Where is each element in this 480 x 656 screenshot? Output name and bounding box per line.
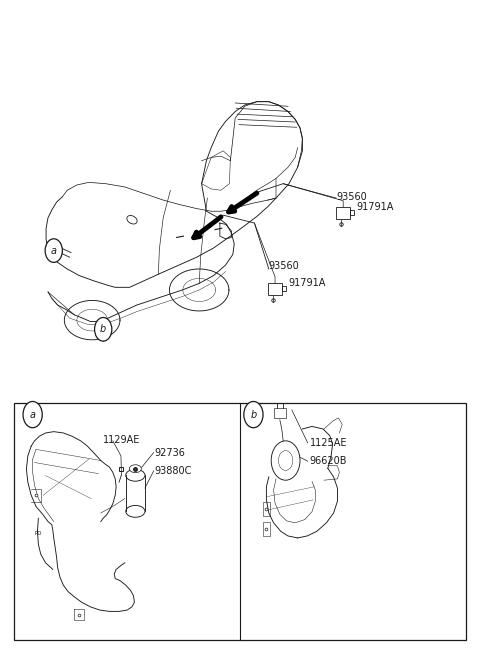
Bar — [263, 522, 270, 536]
Text: 92736: 92736 — [155, 447, 185, 458]
Bar — [268, 283, 282, 295]
Ellipse shape — [126, 470, 145, 482]
Text: 1125AE: 1125AE — [310, 438, 347, 448]
Text: 93880C: 93880C — [155, 466, 192, 476]
Circle shape — [271, 441, 300, 480]
Ellipse shape — [126, 505, 145, 517]
Text: 93560: 93560 — [269, 261, 300, 272]
Bar — [336, 207, 350, 219]
Text: b: b — [100, 324, 107, 335]
Circle shape — [95, 318, 112, 341]
Bar — [263, 502, 270, 516]
Bar — [274, 408, 286, 418]
Text: 91791A: 91791A — [288, 278, 325, 289]
Bar — [350, 210, 354, 215]
Text: PD: PD — [35, 531, 42, 536]
Text: 96620B: 96620B — [310, 456, 347, 466]
Text: a: a — [51, 245, 57, 256]
Circle shape — [45, 239, 62, 262]
Text: 1129AE: 1129AE — [103, 434, 141, 445]
Text: 91791A: 91791A — [356, 202, 394, 213]
Circle shape — [244, 401, 263, 428]
Bar — [14, 403, 466, 640]
Text: a: a — [30, 409, 36, 420]
Text: 93560: 93560 — [336, 192, 367, 202]
Circle shape — [23, 401, 42, 428]
Circle shape — [278, 451, 293, 470]
Ellipse shape — [129, 464, 142, 472]
Bar — [282, 286, 286, 291]
Text: b: b — [250, 409, 257, 420]
